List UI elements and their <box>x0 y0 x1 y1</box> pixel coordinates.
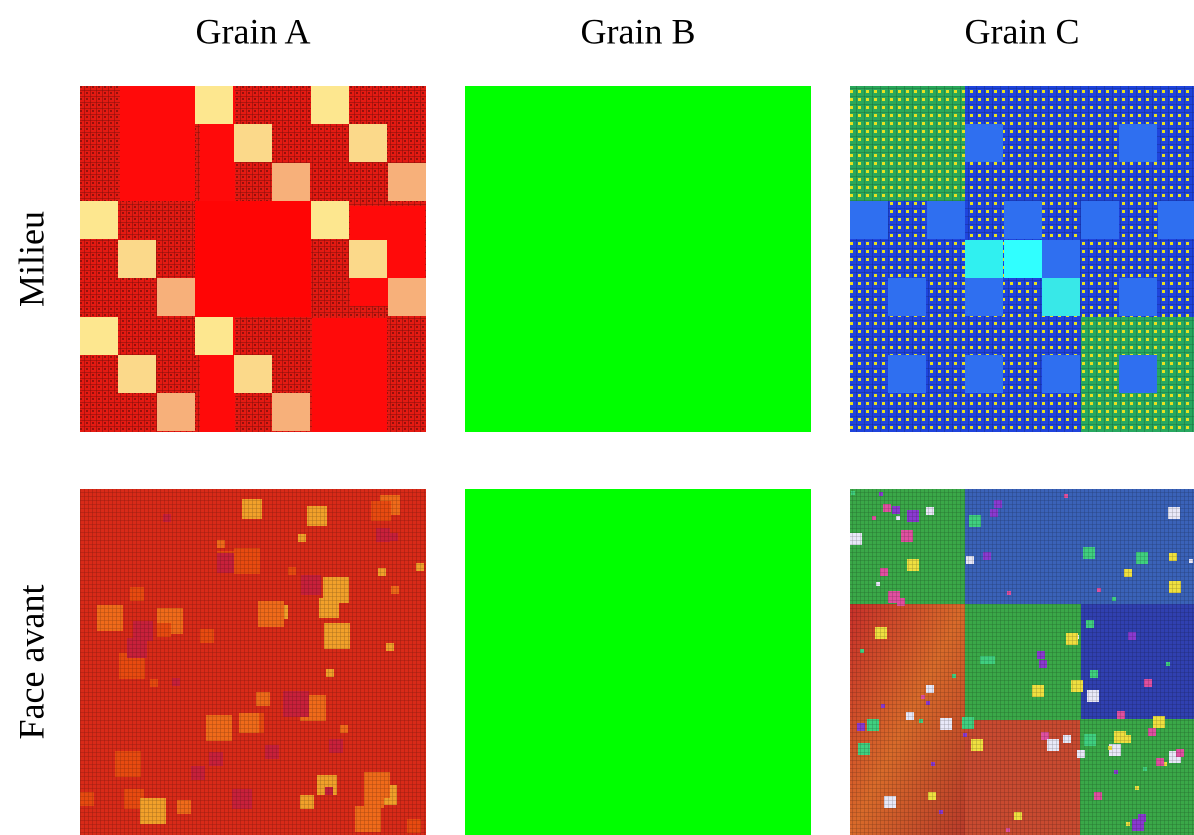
block <box>195 201 311 317</box>
block <box>312 318 387 432</box>
tile <box>888 355 926 393</box>
tile <box>80 317 118 355</box>
tile <box>118 240 156 278</box>
tile <box>272 393 310 431</box>
tile <box>195 86 233 124</box>
tile <box>118 355 156 393</box>
tile <box>965 355 1003 393</box>
tile <box>888 278 926 316</box>
tile <box>1119 278 1157 316</box>
tile <box>1042 278 1080 316</box>
panel <box>465 86 811 432</box>
tile <box>1158 201 1194 239</box>
tile <box>1042 240 1080 278</box>
tile <box>927 201 965 239</box>
tile <box>1081 201 1119 239</box>
tile <box>234 355 272 393</box>
tile <box>388 163 426 201</box>
tile <box>349 240 387 278</box>
tile <box>311 201 349 239</box>
column-header: Grain A <box>196 11 311 51</box>
tile <box>1004 240 1042 278</box>
tile <box>195 317 233 355</box>
row-label: Milieu <box>11 211 51 307</box>
tile <box>157 393 195 431</box>
block <box>120 86 195 201</box>
tile <box>272 163 310 201</box>
tile <box>80 201 118 239</box>
row-label: Face avant <box>11 585 51 740</box>
tile <box>234 124 272 162</box>
tile <box>311 86 349 124</box>
tile <box>965 278 1003 316</box>
tile <box>1042 355 1080 393</box>
panel-texture <box>80 489 426 835</box>
panel-texture <box>850 489 1194 835</box>
tile <box>349 124 387 162</box>
tile <box>850 201 888 239</box>
tile <box>965 240 1003 278</box>
column-header: Grain C <box>965 11 1080 51</box>
tile <box>1119 124 1157 162</box>
tile <box>1004 201 1042 239</box>
tile <box>1119 355 1157 393</box>
panels <box>80 86 1194 835</box>
column-header: Grain B <box>581 11 696 51</box>
tile <box>388 278 426 316</box>
tile <box>965 124 1003 162</box>
tile <box>157 278 195 316</box>
panel <box>465 489 811 835</box>
